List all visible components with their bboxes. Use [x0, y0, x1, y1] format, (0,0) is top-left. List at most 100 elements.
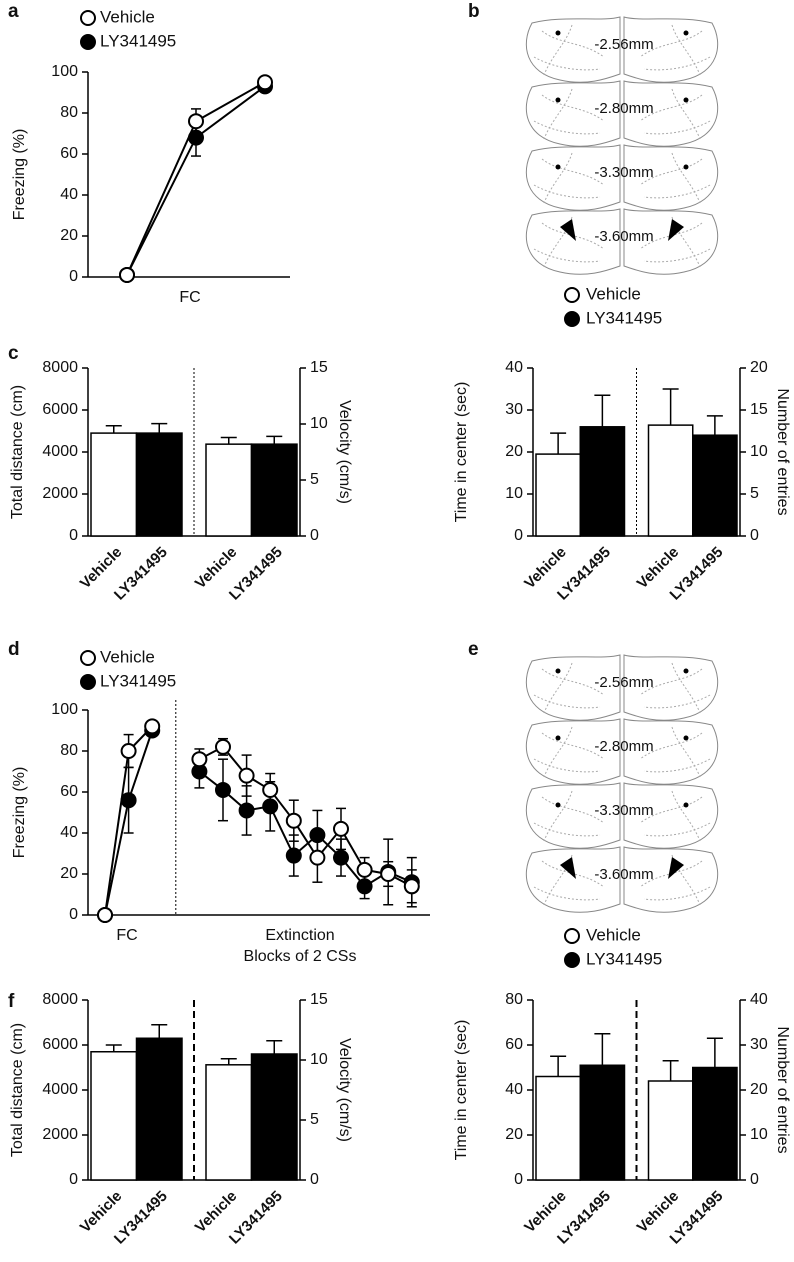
section-outline [623, 718, 719, 785]
y-tick-label: 10 [310, 415, 328, 432]
section-level: -2.80mm [594, 100, 653, 117]
y-tick-label: 40 [750, 991, 768, 1008]
axis-title: Time in center (sec) [453, 382, 470, 523]
bar [579, 426, 626, 537]
marker [403, 878, 420, 895]
bar [205, 1064, 253, 1181]
section-level: -3.60mm [594, 866, 653, 883]
y-tick-label: 40 [505, 1081, 523, 1098]
x-axis-title: FC [116, 927, 137, 944]
bar [90, 1051, 138, 1181]
marker [191, 751, 208, 768]
legend-marker [80, 10, 96, 26]
y-tick-label: 6000 [42, 1036, 78, 1053]
y-tick-label: 5 [750, 485, 759, 502]
section-outline [525, 80, 621, 147]
marker [285, 847, 302, 864]
section-outline [525, 846, 621, 913]
y-tick-label: 80 [60, 104, 78, 121]
y-tick-label: 40 [505, 359, 523, 376]
y-tick-label: 0 [514, 1171, 523, 1188]
panel-label: f [8, 991, 15, 1012]
section-detail [639, 726, 711, 778]
bar [647, 424, 694, 537]
legend-label: Vehicle [100, 647, 155, 666]
y-tick-label: 2000 [42, 485, 78, 502]
bar [535, 453, 581, 537]
y-tick-label: 0 [310, 527, 319, 544]
lesion [683, 802, 689, 808]
y-tick-label: 5 [310, 471, 319, 488]
lesion [555, 164, 561, 170]
section-outline [623, 208, 719, 275]
legend-marker [564, 928, 580, 944]
y-tick-label: 4000 [42, 1081, 78, 1098]
y-tick-label: 4000 [42, 443, 78, 460]
marker [356, 878, 373, 895]
lesion [683, 164, 689, 170]
marker [333, 820, 349, 837]
lesion [555, 802, 561, 808]
y-tick-label: 30 [750, 1036, 768, 1053]
lesion [683, 97, 689, 103]
lesion [555, 735, 561, 741]
bar [135, 432, 183, 537]
legend-marker [80, 34, 96, 50]
marker [262, 781, 279, 798]
marker [380, 866, 397, 882]
section-level: -3.60mm [594, 228, 653, 245]
x-axis-title: FC [179, 289, 200, 306]
y-tick-label: 8000 [42, 991, 78, 1008]
y-tick-label: 8000 [42, 359, 78, 376]
bar [692, 1066, 738, 1181]
panel-label: b [468, 1, 480, 22]
marker [238, 767, 255, 784]
marker [262, 798, 279, 815]
section-detail [533, 24, 605, 76]
axis-title: Number of entries [774, 1026, 791, 1153]
axis-title: Freezing (%) [11, 129, 28, 221]
section-detail [533, 790, 605, 842]
lesion [560, 219, 576, 241]
lesion [555, 668, 561, 674]
y-tick-label: 60 [60, 783, 78, 800]
section-level: -2.56mm [594, 36, 653, 53]
lesion [683, 30, 689, 36]
bar [205, 443, 253, 537]
y-tick-label: 10 [310, 1051, 328, 1068]
marker [215, 781, 231, 798]
lesion [668, 219, 684, 241]
lesion [683, 668, 689, 674]
lesion [560, 857, 576, 879]
bar [535, 1075, 581, 1181]
bar [90, 432, 138, 537]
marker [356, 861, 373, 878]
section-outline [525, 782, 621, 849]
y-tick-label: 15 [310, 359, 328, 376]
y-tick-label: 30 [505, 401, 523, 418]
marker [188, 113, 204, 130]
marker [97, 907, 113, 923]
marker [144, 718, 161, 735]
y-tick-label: 6000 [42, 401, 78, 418]
section-detail [639, 662, 711, 714]
section-level: -3.30mm [594, 164, 653, 181]
section-level: -2.80mm [594, 738, 653, 755]
y-tick-label: 10 [750, 443, 768, 460]
annotation: Extinction [265, 927, 334, 944]
panel-label: a [8, 1, 19, 22]
y-tick-label: 20 [505, 1126, 523, 1143]
section-detail [533, 726, 605, 778]
bar [135, 1037, 183, 1181]
lesion [555, 97, 561, 103]
legend-label: LY341495 [586, 308, 662, 327]
legend-marker [80, 650, 96, 666]
section-outline [623, 846, 719, 913]
y-tick-label: 0 [69, 268, 78, 285]
section-detail [639, 152, 711, 204]
section-detail [533, 152, 605, 204]
panel-label: d [8, 639, 20, 660]
section-outline [525, 208, 621, 275]
section-detail [533, 88, 605, 140]
